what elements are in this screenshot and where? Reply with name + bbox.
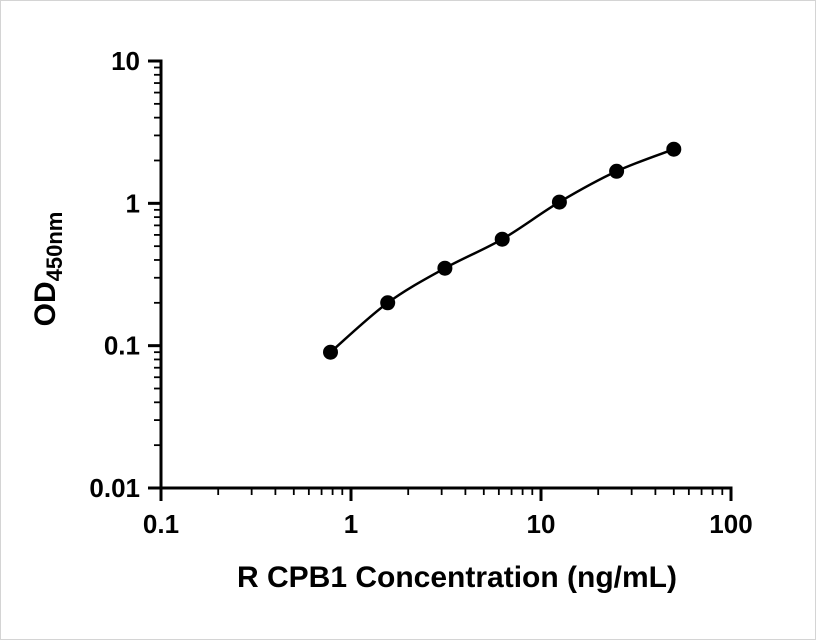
data-series [323, 141, 682, 360]
y-axis-title-main: OD [29, 281, 62, 326]
data-point [380, 295, 396, 311]
y-tick-label: 0.1 [104, 331, 140, 361]
y-tick-label: 1 [126, 188, 140, 218]
data-point [323, 344, 338, 360]
y-axis-title-sub: 450nm [42, 212, 67, 282]
data-point [494, 231, 510, 247]
y-axis-title: OD450nm [29, 212, 67, 327]
data-point [666, 141, 682, 157]
y-tick-label: 10 [111, 46, 140, 76]
x-axis-title: R CPB1 Concentration (ng/mL) [237, 561, 677, 594]
x-tick-label: 100 [709, 509, 752, 539]
x-tick-label: 1 [344, 509, 358, 539]
data-point [551, 194, 567, 210]
data-point [437, 260, 453, 276]
x-tick-label: 10 [527, 509, 556, 539]
y-tick-label: 0.01 [89, 473, 140, 503]
x-tick-label: 0.1 [143, 509, 179, 539]
curve-line [329, 148, 675, 354]
data-point [609, 163, 625, 179]
